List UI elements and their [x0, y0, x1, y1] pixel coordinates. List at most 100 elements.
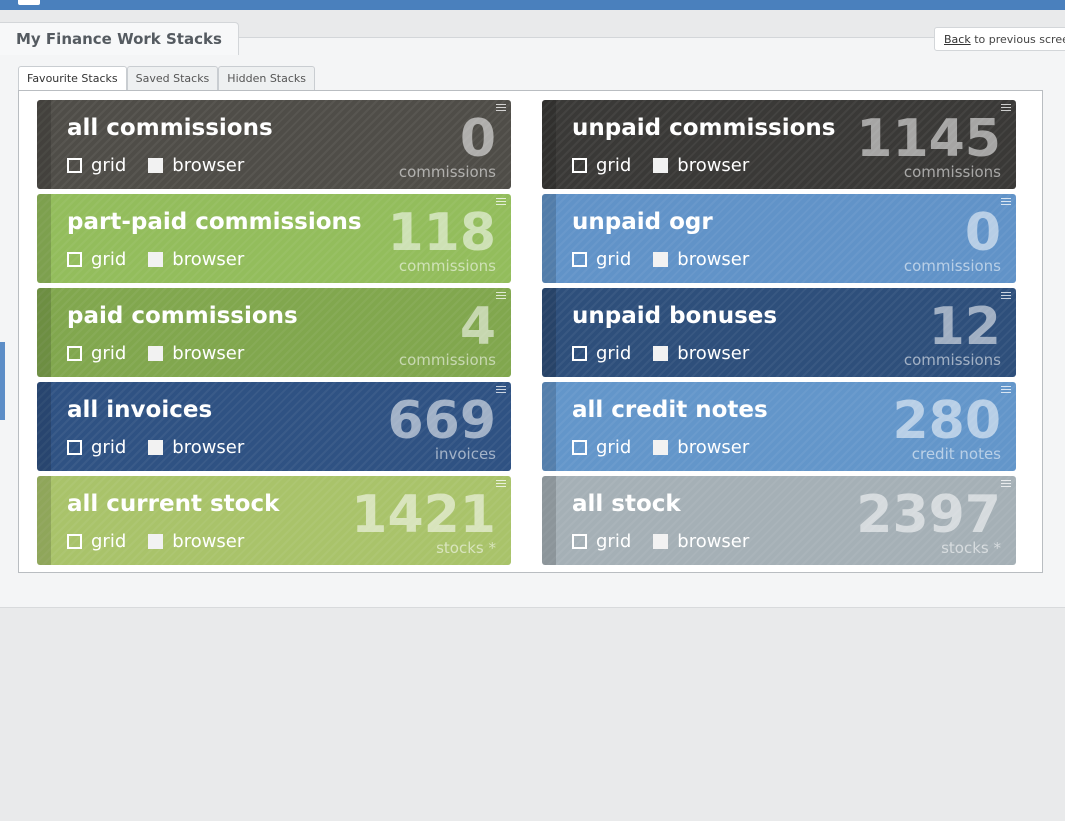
grid-label: grid [91, 155, 127, 176]
grid-square-outline-icon [67, 440, 82, 455]
grid-square-outline-icon [572, 534, 587, 549]
tile-count: 2397 [856, 485, 1001, 545]
grid-square-outline-icon [67, 534, 82, 549]
menu-icon[interactable] [18, 0, 40, 5]
tile-title[interactable]: all credit notes [572, 397, 768, 423]
tile-unit: stocks * [941, 539, 1001, 557]
grid-square-outline-icon [572, 158, 587, 173]
tile-view-options: grid browser [572, 531, 771, 552]
browser-option[interactable]: browser [653, 343, 749, 364]
tile-title[interactable]: all commissions [67, 115, 273, 141]
tile-view-options: grid browser [572, 155, 771, 176]
stack-tile[interactable]: all credit notes 280 credit notes grid brows… [542, 382, 1016, 471]
tile-unit: stocks * [436, 539, 496, 557]
tile-view-options: grid browser [67, 249, 266, 270]
tile-title[interactable]: unpaid commissions [572, 115, 836, 141]
stack-tile[interactable]: all current stock 1421 stocks * grid browser [37, 476, 511, 565]
browser-option[interactable]: browser [148, 155, 244, 176]
grid-option[interactable]: grid [572, 343, 631, 364]
grid-option[interactable]: grid [67, 531, 126, 552]
browser-label: browser [677, 437, 750, 458]
tile-view-options: grid browser [572, 343, 771, 364]
tile-accent [542, 382, 556, 471]
grid-label: grid [91, 531, 127, 552]
stack-tile[interactable]: unpaid commissions 1145 commissions grid bro… [542, 100, 1016, 189]
grid-label: grid [596, 155, 632, 176]
grid-label: grid [91, 437, 127, 458]
browser-option[interactable]: browser [148, 343, 244, 364]
back-link-box: Back to previous screen [934, 27, 1065, 51]
tile-title[interactable]: all stock [572, 491, 681, 517]
grid-option[interactable]: grid [572, 531, 631, 552]
tile-title[interactable]: paid commissions [67, 303, 298, 329]
grid-label: grid [91, 343, 127, 364]
grid-option[interactable]: grid [67, 343, 126, 364]
back-link[interactable]: Back [944, 33, 971, 46]
stack-tile[interactable]: unpaid bonuses 12 commissions grid browser [542, 288, 1016, 377]
browser-label: browser [677, 249, 750, 270]
tile-unit: commissions [903, 163, 1001, 181]
grid-option[interactable]: grid [67, 155, 126, 176]
hamburger-menu-icon[interactable] [496, 104, 506, 112]
tile-view-options: grid browser [572, 249, 771, 270]
side-panel-handle[interactable] [0, 342, 5, 420]
grid-option[interactable]: grid [572, 437, 631, 458]
grid-option[interactable]: grid [572, 155, 631, 176]
tile-view-options: grid browser [67, 155, 266, 176]
stack-tile[interactable]: all stock 2397 stocks * grid browser [542, 476, 1016, 565]
hamburger-menu-icon[interactable] [496, 480, 506, 488]
browser-square-filled-icon [148, 252, 164, 267]
browser-square-filled-icon [653, 440, 669, 455]
hamburger-menu-icon[interactable] [496, 292, 506, 300]
grid-label: grid [596, 249, 632, 270]
browser-label: browser [172, 249, 245, 270]
hamburger-menu-icon[interactable] [1001, 386, 1011, 394]
grid-square-outline-icon [67, 346, 82, 361]
browser-square-filled-icon [148, 346, 164, 361]
stacks-container: all commissions 0 commissions grid browser un… [18, 90, 1043, 573]
browser-label: browser [172, 155, 245, 176]
tile-title[interactable]: all current stock [67, 491, 280, 517]
browser-option[interactable]: browser [148, 249, 244, 270]
grid-label: grid [596, 343, 632, 364]
hamburger-menu-icon[interactable] [1001, 292, 1011, 300]
tile-title[interactable]: all invoices [67, 397, 213, 423]
tile-title[interactable]: part-paid commissions [67, 209, 362, 235]
page-title: My Finance Work Stacks [0, 22, 239, 55]
grid-label: grid [596, 531, 632, 552]
stack-tile[interactable]: all invoices 669 invoices grid browser [37, 382, 511, 471]
browser-option[interactable]: browser [148, 531, 244, 552]
tab-saved-stacks[interactable]: Saved Stacks [126, 66, 219, 91]
browser-option[interactable]: browser [653, 531, 749, 552]
stack-tile[interactable]: all commissions 0 commissions grid browser [37, 100, 511, 189]
grid-square-outline-icon [67, 158, 82, 173]
tab-hidden-stacks[interactable]: Hidden Stacks [218, 66, 316, 91]
hamburger-menu-icon[interactable] [1001, 198, 1011, 206]
grid-option[interactable]: grid [572, 249, 631, 270]
browser-option[interactable]: browser [653, 155, 749, 176]
hamburger-menu-icon[interactable] [1001, 104, 1011, 112]
tile-count: 1421 [351, 485, 496, 545]
grid-square-outline-icon [67, 252, 82, 267]
browser-option[interactable]: browser [653, 249, 749, 270]
hamburger-menu-icon[interactable] [496, 386, 506, 394]
browser-option[interactable]: browser [653, 437, 749, 458]
stack-tile[interactable]: unpaid ogr 0 commissions grid browser [542, 194, 1016, 283]
tile-accent [542, 476, 556, 565]
browser-option[interactable]: browser [148, 437, 244, 458]
browser-label: browser [677, 343, 750, 364]
tile-unit: invoices [434, 445, 496, 463]
hamburger-menu-icon[interactable] [496, 198, 506, 206]
tile-title[interactable]: unpaid bonuses [572, 303, 778, 329]
tile-count: 4 [459, 297, 496, 357]
hamburger-menu-icon[interactable] [1001, 480, 1011, 488]
grid-option[interactable]: grid [67, 249, 126, 270]
stack-tile[interactable]: part-paid commissions 118 commissions grid b… [37, 194, 511, 283]
stack-tile[interactable]: paid commissions 4 commissions grid browser [37, 288, 511, 377]
tab-favourite-stacks[interactable]: Favourite Stacks [18, 66, 127, 92]
tile-title[interactable]: unpaid ogr [572, 209, 713, 235]
grid-option[interactable]: grid [67, 437, 126, 458]
top-bar [0, 0, 1065, 10]
tile-count: 280 [892, 391, 1001, 451]
tile-view-options: grid browser [67, 343, 266, 364]
